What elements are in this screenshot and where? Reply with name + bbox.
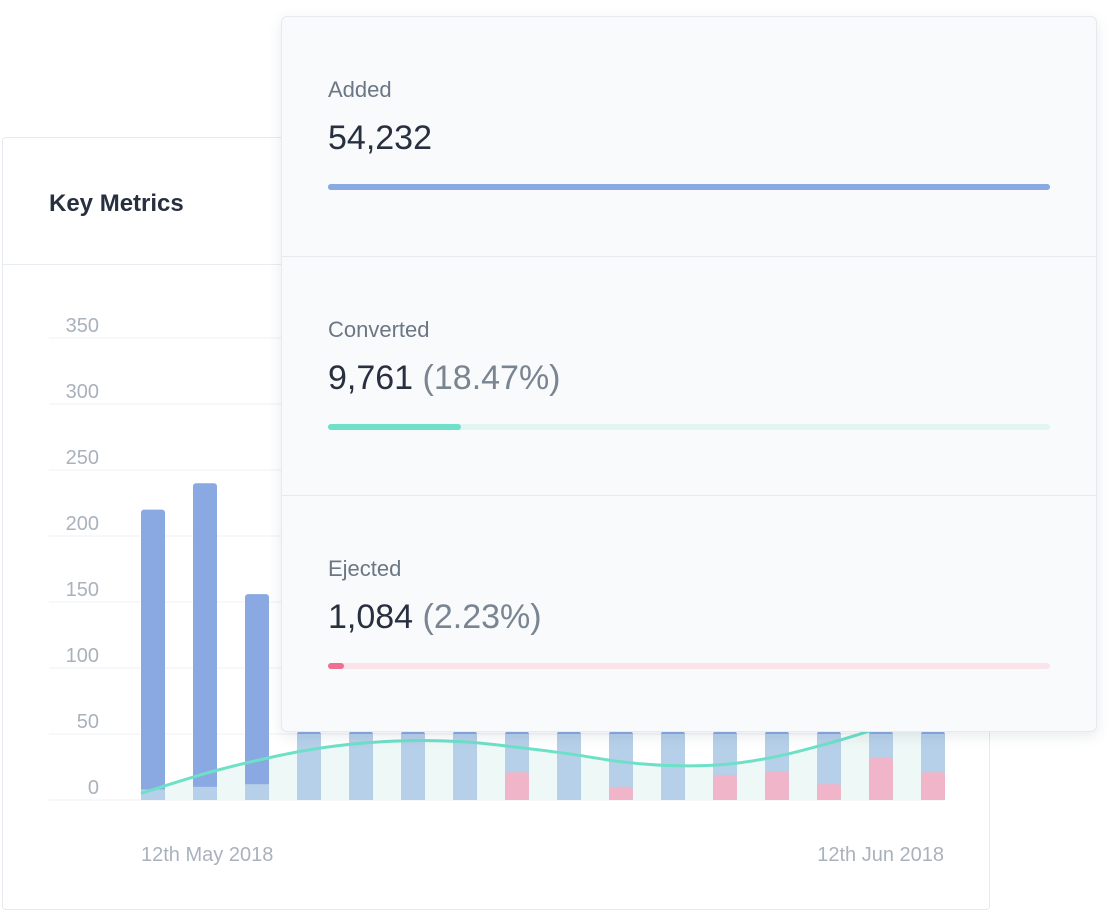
bar-base [245,784,269,800]
bar-added [245,594,269,800]
x-label-start: 12th May 2018 [141,844,273,866]
y-tick-label: 300 [66,381,99,403]
bar-ejected [921,772,945,800]
metric-ejected: Ejected 1,084 (2.23%) [282,495,1096,735]
y-tick-label: 100 [66,645,99,667]
metric-value: 9,761 (18.47%) [328,359,561,398]
y-tick-label: 150 [66,579,99,601]
y-tick-label: 250 [66,447,99,469]
metric-number: 54,232 [328,119,432,157]
metric-progress-fill [328,663,345,669]
bar-ejected [713,774,737,800]
metric-value: 54,232 [328,119,432,158]
metric-number: 9,761 [328,359,414,397]
metric-label: Converted [328,317,430,342]
card-title: Key Metrics [49,190,184,217]
x-label-end: 12th Jun 2018 [817,844,944,866]
metric-label: Ejected [328,556,402,581]
y-tick-label: 200 [66,513,99,535]
metric-progress-track [328,424,1050,430]
y-tick-label: 350 [66,315,99,337]
metric-value: 1,084 (2.23%) [328,598,542,637]
bar-added [141,509,165,800]
metric-label: Added [328,77,392,102]
bar-added [193,483,217,800]
bar-ejected [505,772,529,800]
bar-ejected [817,784,841,800]
metric-number: 1,084 [328,598,414,636]
metric-progress-track [328,184,1050,190]
metric-percent: (18.47%) [422,359,561,397]
y-tick-label: 0 [88,777,99,799]
metrics-summary-popup: Added 54,232 Converted 9,761 (18.47%) Ej… [281,16,1097,732]
bar-base [193,786,217,800]
metric-converted: Converted 9,761 (18.47%) [282,256,1096,496]
bar-base [453,734,477,800]
metric-progress-track [328,663,1050,669]
bar-base [141,789,165,800]
converted-line [140,708,934,795]
bar-ejected [869,757,893,800]
bar-base [401,734,425,800]
y-tick-label: 50 [77,711,99,733]
bar-ejected [609,786,633,800]
metric-added: Added 54,232 [282,17,1096,256]
metric-progress-fill [328,424,462,430]
metric-percent: (2.23%) [422,598,542,636]
bar-base [297,734,321,800]
metric-progress-fill [328,184,1050,190]
bar-ejected [765,770,789,800]
bar-base [557,734,581,800]
